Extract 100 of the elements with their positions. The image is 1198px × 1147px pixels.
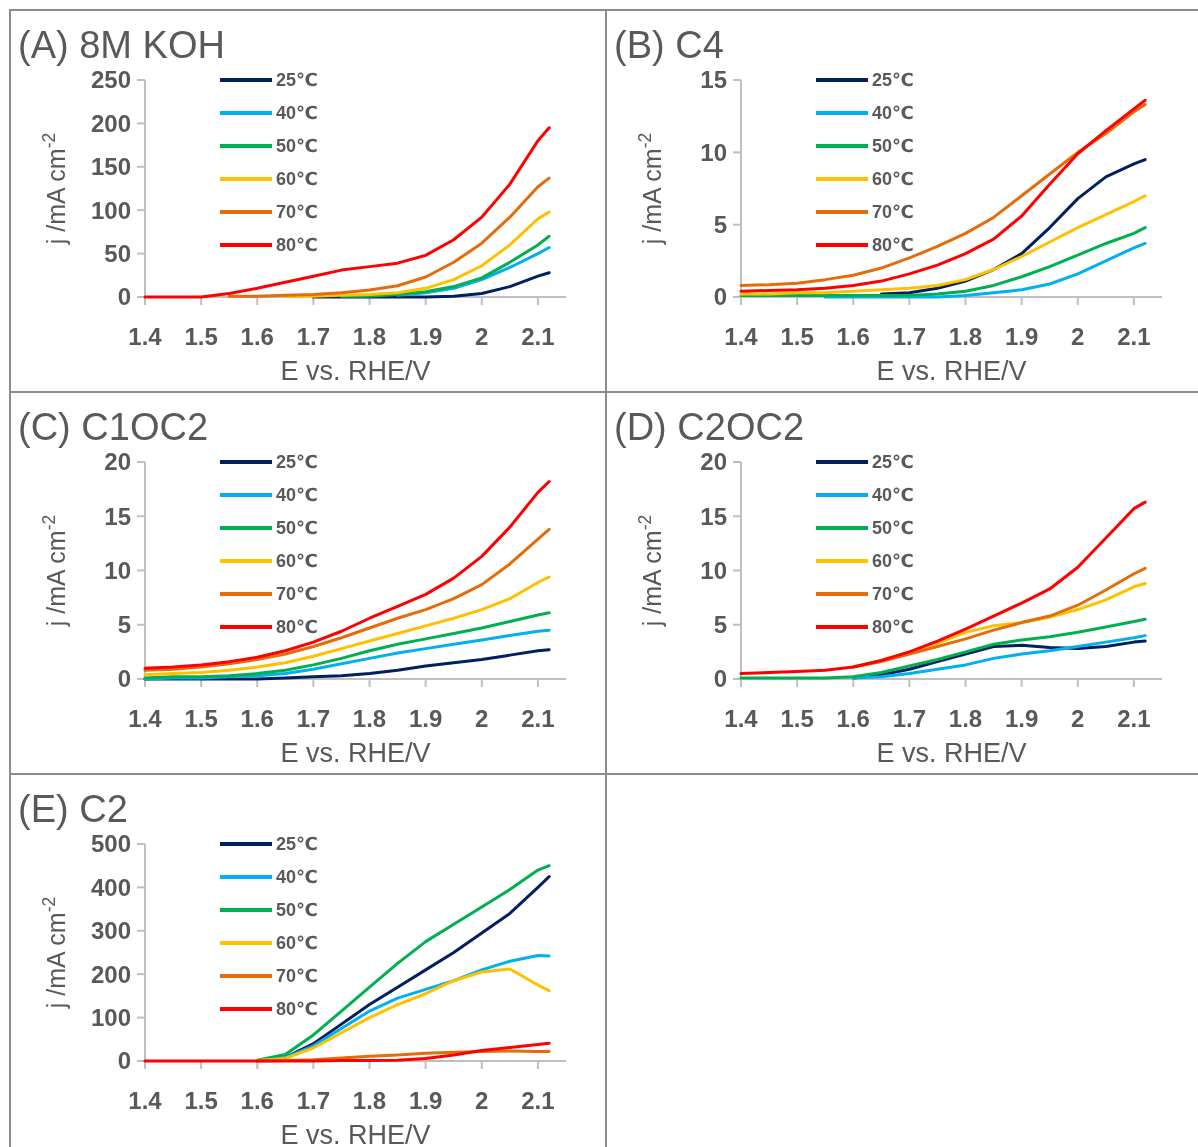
y-tick-label: 300: [90, 917, 131, 945]
legend-label: 40℃: [872, 103, 914, 124]
y-tick-label: 5: [117, 611, 131, 639]
line-series: [739, 226, 1147, 298]
chart-title: (D) C2OC2: [614, 406, 805, 448]
legend-label: 60℃: [872, 169, 914, 190]
y-tick-label: 20: [700, 448, 727, 476]
line-series: [739, 500, 1147, 676]
x-tick-label: 1.9: [408, 705, 443, 732]
chart-title: (A) 8M KOH: [18, 24, 225, 66]
legend-label: 80℃: [276, 617, 318, 638]
legend-label: 60℃: [276, 933, 318, 954]
x-axis-title: E vs. RHE/V: [876, 356, 1027, 386]
legend-label: 80℃: [276, 235, 318, 256]
y-tick-label: 10: [700, 138, 727, 166]
y-tick-label: 500: [90, 830, 131, 858]
y-tick-label: 200: [90, 960, 131, 988]
legend-label: 40℃: [276, 867, 318, 888]
x-tick-label: 1.4: [128, 705, 163, 732]
x-tick-label: 2: [475, 323, 489, 350]
chart-title: (E) C2: [18, 788, 128, 830]
legend-label: 70℃: [276, 966, 318, 987]
x-tick-label: 1.5: [184, 1087, 218, 1114]
legend-label: 80℃: [872, 617, 914, 638]
x-tick-label: 2: [475, 1087, 489, 1114]
chart-title: (B) C4: [614, 24, 724, 66]
x-tick-label: 2.1: [1117, 323, 1151, 350]
x-axis-title: E vs. RHE/V: [280, 356, 431, 386]
x-tick-label: 2.1: [521, 323, 555, 350]
y-tick-label: 250: [90, 66, 131, 94]
legend-label: 25℃: [276, 834, 318, 855]
legend-label: 25℃: [276, 452, 318, 473]
x-axis-title: E vs. RHE/V: [280, 738, 431, 768]
chart-title: (C) C1OC2: [18, 406, 209, 448]
legend-label: 60℃: [276, 551, 318, 572]
legend-label: 70℃: [276, 202, 318, 223]
line-series: [739, 617, 1147, 680]
x-tick-label: 1.7: [296, 705, 331, 732]
x-tick-label: 1.4: [128, 323, 163, 350]
legend-label: 70℃: [276, 584, 318, 605]
legend-label: 80℃: [276, 999, 318, 1020]
line-series: [255, 864, 551, 1062]
y-tick-label: 0: [713, 283, 727, 311]
y-tick-label: 15: [700, 502, 727, 530]
x-tick-label: 1.9: [1004, 323, 1039, 350]
line-series: [143, 480, 551, 670]
legend-label: 40℃: [276, 485, 318, 506]
x-tick-label: 1.6: [240, 1087, 274, 1114]
x-tick-label: 1.6: [836, 323, 870, 350]
legend-label: 40℃: [276, 103, 318, 124]
legend-label: 25℃: [872, 452, 914, 473]
legend-label: 80℃: [872, 235, 914, 256]
y-tick-label: 5: [713, 211, 727, 239]
line-series: [143, 648, 551, 681]
y-tick-label: 15: [104, 502, 131, 530]
y-tick-label: 0: [713, 665, 727, 693]
x-tick-label: 1.9: [408, 1087, 443, 1114]
y-tick-label: 10: [104, 556, 131, 584]
x-tick-label: 1.5: [780, 705, 814, 732]
x-axis-title: E vs. RHE/V: [876, 738, 1027, 768]
line-series: [143, 611, 551, 680]
line-series: [339, 234, 551, 298]
x-tick-label: 1.7: [892, 323, 927, 350]
y-tick-label: 5: [713, 611, 727, 639]
legend-label: 60℃: [276, 169, 318, 190]
x-tick-label: 1.7: [892, 705, 927, 732]
y-tick-label: 400: [90, 873, 131, 901]
x-tick-label: 1.6: [240, 323, 274, 350]
y-tick-label: 100: [90, 196, 131, 224]
x-axis-title: E vs. RHE/V: [280, 1120, 431, 1147]
legend-label: 50℃: [872, 518, 914, 539]
legend-label: 70℃: [872, 202, 914, 223]
y-tick-label: 20: [104, 448, 131, 476]
legend-label: 50℃: [276, 136, 318, 157]
y-tick-label: 200: [90, 109, 131, 137]
legend-label: 50℃: [276, 518, 318, 539]
legend-label: 25℃: [872, 70, 914, 91]
x-tick-label: 1.7: [296, 1087, 331, 1114]
y-tick-label: 0: [117, 1047, 131, 1075]
line-series: [143, 575, 551, 677]
y-tick-label: 10: [700, 556, 727, 584]
x-tick-label: 1.9: [408, 323, 443, 350]
x-tick-label: 2.1: [521, 1087, 555, 1114]
x-tick-label: 1.8: [948, 705, 983, 732]
x-tick-label: 1.8: [352, 705, 387, 732]
x-tick-label: 1.4: [724, 323, 759, 350]
line-series: [143, 126, 551, 299]
legend-label: 50℃: [276, 900, 318, 921]
x-tick-label: 1.4: [724, 705, 759, 732]
x-tick-label: 1.8: [948, 323, 983, 350]
x-tick-label: 2: [1071, 705, 1085, 732]
line-series: [143, 1041, 551, 1063]
legend-label: 40℃: [872, 485, 914, 506]
y-tick-label: 15: [700, 66, 727, 94]
y-tick-label: 50: [104, 240, 131, 267]
legend-label: 25℃: [276, 70, 318, 91]
x-tick-label: 1.4: [128, 1087, 163, 1114]
legend-label: 60℃: [872, 551, 914, 572]
x-tick-label: 1.5: [184, 323, 218, 350]
x-tick-label: 1.8: [352, 323, 387, 350]
